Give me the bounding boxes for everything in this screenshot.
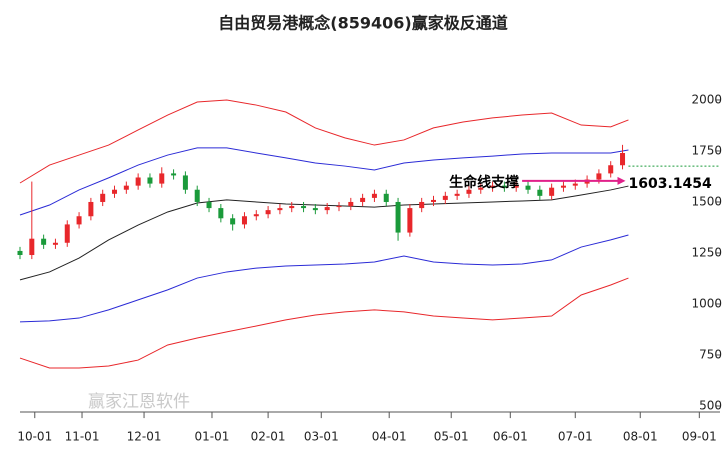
y-tick-label: 1000: [691, 296, 722, 310]
candle-body: [371, 193, 377, 198]
candle-body: [29, 238, 35, 256]
candle-body: [608, 165, 614, 174]
candle-body: [454, 193, 460, 196]
chart-title: 自由贸易港概念(859406)赢家极反通道: [218, 14, 507, 33]
candle-body: [182, 175, 188, 190]
candle-body: [312, 208, 318, 211]
x-tick-label: 07-01: [558, 430, 593, 444]
y-tick-label: 2000: [691, 92, 722, 106]
candle-body: [596, 173, 602, 180]
x-tick-label: 02-01: [251, 430, 286, 444]
candle-body: [336, 206, 342, 208]
y-tick-label: 750: [699, 347, 722, 361]
candle-body: [100, 193, 106, 202]
candle-body: [620, 153, 626, 166]
candle-body: [431, 199, 437, 202]
candle-body: [135, 177, 141, 186]
candle-body: [289, 206, 295, 209]
candle-body: [301, 206, 307, 209]
candle-body: [41, 238, 47, 245]
y-tick-label: 1500: [691, 194, 722, 208]
candle-body: [525, 185, 531, 190]
candle-body: [490, 185, 496, 188]
candle-body: [277, 208, 283, 211]
y-tick-label: 1250: [691, 245, 722, 259]
candle-body: [383, 193, 389, 202]
support-label: 生命线支撑: [449, 174, 519, 191]
candle-body: [194, 189, 200, 202]
x-tick-label: 12-01: [127, 430, 162, 444]
x-tick-label: 06-01: [493, 430, 528, 444]
candle-body: [501, 185, 507, 188]
candle-body: [419, 201, 425, 209]
candle-body: [52, 242, 58, 245]
candle-body: [230, 218, 236, 225]
x-tick-label: 03-01: [304, 430, 339, 444]
candle-body: [407, 208, 413, 233]
candle-body: [159, 173, 165, 184]
x-tick-label: 05-01: [434, 430, 469, 444]
candle-body: [395, 201, 401, 233]
candle-body: [171, 173, 177, 176]
band-line: [19, 277, 629, 369]
candle-body: [76, 216, 82, 225]
candle-body: [206, 201, 212, 209]
band-line: [19, 234, 629, 323]
candle-body: [17, 250, 23, 256]
candle-body: [360, 197, 366, 202]
x-tick-label: 08-01: [623, 430, 658, 444]
candle-body: [123, 185, 129, 190]
x-tick-label: 09-01: [682, 430, 717, 444]
watermark: 赢家江恩软件: [88, 392, 190, 412]
y-tick-label: 500: [699, 398, 722, 412]
x-tick-label: 01-01: [195, 430, 230, 444]
candle-body: [572, 183, 578, 186]
candle-body: [537, 189, 543, 196]
candle-body: [147, 177, 153, 184]
candle-body: [513, 185, 519, 188]
candle-body: [218, 208, 224, 219]
candle-body: [560, 185, 566, 188]
candle-body: [112, 189, 118, 194]
candle-body: [241, 216, 247, 225]
x-tick-label: 10-01: [17, 430, 52, 444]
candle-body: [324, 207, 330, 211]
y-tick-label: 1750: [691, 143, 722, 157]
candle-body: [265, 210, 271, 215]
support-arrow-head: [617, 176, 626, 185]
candle-body: [253, 214, 259, 217]
candle-body: [466, 189, 472, 194]
candle-body: [442, 195, 448, 200]
x-tick-label: 04-01: [372, 430, 407, 444]
support-value: 1603.1454: [628, 176, 712, 192]
candle-body: [64, 224, 70, 243]
candle-body: [348, 201, 354, 207]
candle-body: [549, 187, 555, 196]
x-tick-label: 11-01: [65, 430, 100, 444]
band-line: [19, 185, 629, 281]
band-line: [19, 147, 629, 216]
band-line: [19, 99, 629, 184]
candle-body: [88, 201, 94, 217]
candle-body: [478, 187, 484, 190]
